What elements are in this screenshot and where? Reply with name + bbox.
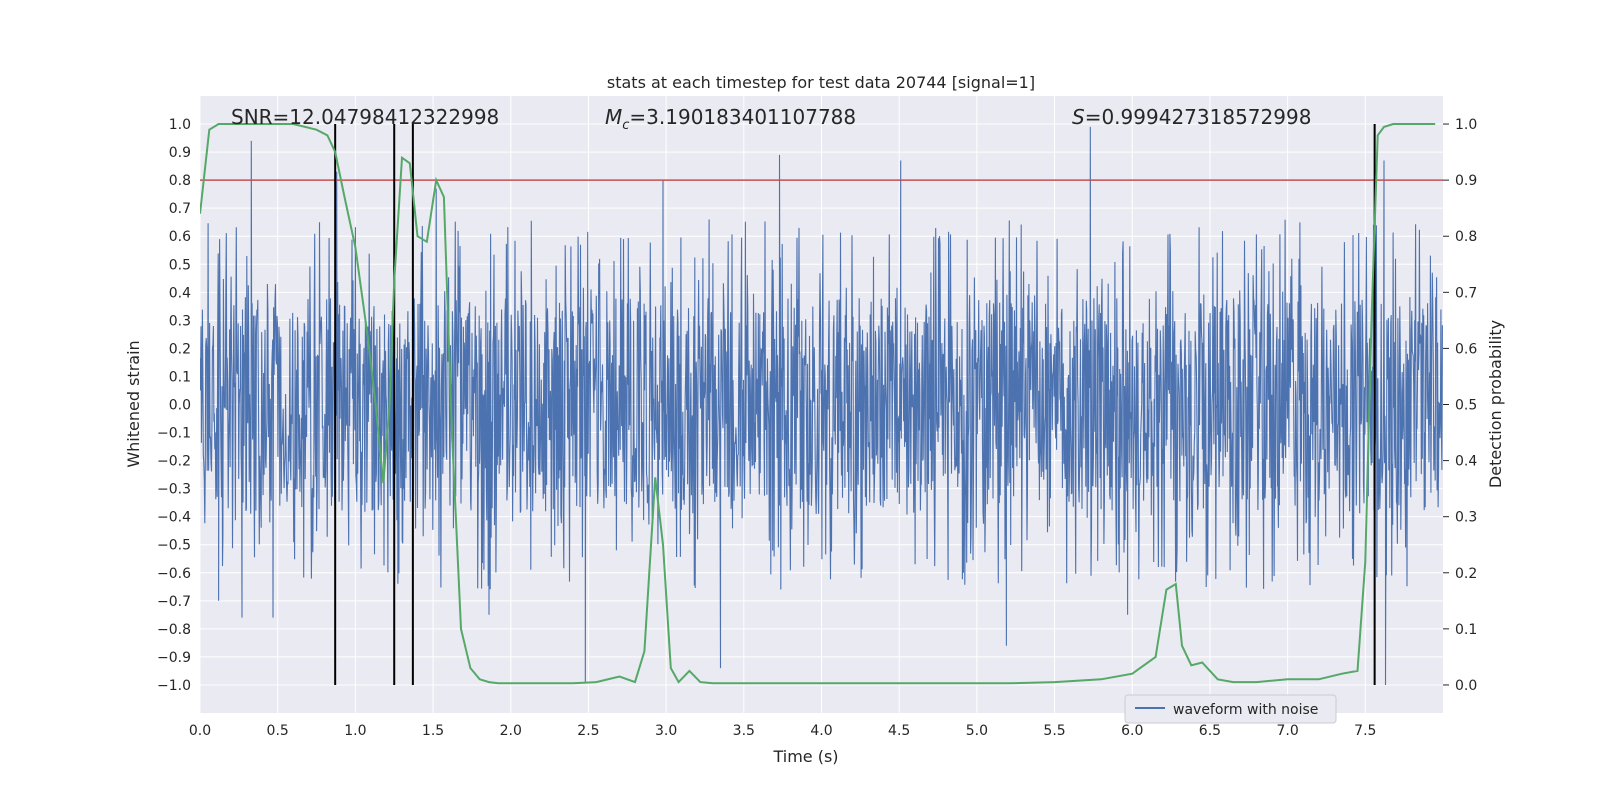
y-axis-label-right: Detection probability (1486, 320, 1505, 488)
y-tick-label-right: 0.2 (1455, 566, 1477, 582)
y-tick-label-left: −0.8 (157, 622, 191, 638)
y-tick-label-right: 0.1 (1455, 622, 1477, 638)
y-tick-label-left: −1.0 (157, 678, 191, 694)
x-tick-label: 7.5 (1354, 723, 1376, 739)
x-tick-label: 0.0 (189, 723, 211, 739)
x-tick-label: 1.5 (422, 723, 444, 739)
x-axis-label: Time (s) (772, 747, 838, 766)
x-tick-label: 4.0 (810, 723, 832, 739)
y-tick-label-right: 0.3 (1455, 510, 1477, 526)
overlay (200, 123, 1443, 685)
probability-line (200, 123, 1436, 685)
y-tick-label-left: −0.4 (157, 510, 191, 526)
x-tick-label: 1.0 (344, 723, 366, 739)
y-tick-label-left: −0.9 (157, 650, 191, 666)
y-tick-label-left: 0.5 (169, 257, 191, 273)
y-tick-label-left: 0.7 (169, 201, 191, 217)
x-tick-label: 6.0 (1121, 723, 1143, 739)
x-tick-label: 5.5 (1043, 723, 1065, 739)
chart-title: stats at each timestep for test data 207… (607, 73, 1035, 92)
y-tick-label-left: 1.0 (169, 117, 191, 133)
legend-box (1124, 694, 1337, 724)
y-tick-label-left: −0.5 (157, 538, 191, 554)
x-tick-label: 4.5 (888, 723, 910, 739)
y-tick-label-left: −0.7 (157, 594, 191, 610)
strain-line (200, 126, 1443, 686)
legend: waveform with noise (1124, 694, 1337, 724)
y-tick-label-left: 0.4 (169, 285, 191, 301)
y-ticks-right: 1.0 0.9 0.8 0.7 0.6 0.5 0.4 0.3 0.2 0.1 0.0 (1443, 117, 1477, 694)
x-tick-label: 3.5 (733, 723, 755, 739)
y-axis-label-left: Whitened strain (124, 340, 143, 467)
x-tick-label: 2.0 (500, 723, 522, 739)
chirp-mass-annotation: Mc=3.190183401107788 (605, 105, 856, 133)
y-tick-label-right: 0.8 (1455, 229, 1477, 245)
snr-annotation: SNR=12.04798412322998 (231, 105, 499, 129)
y-tick-label-right: 0.9 (1455, 173, 1477, 189)
x-tick-label: 6.5 (1199, 723, 1221, 739)
y-tick-label-right: 1.0 (1455, 117, 1477, 133)
y-tick-label-left: −0.2 (157, 454, 191, 470)
y-tick-label-left: −0.6 (157, 566, 191, 582)
x-tick-label: 7.0 (1276, 723, 1298, 739)
y-tick-label-left: 0.9 (169, 145, 191, 161)
y-tick-label-left: 0.3 (169, 313, 191, 329)
x-tick-label: 0.5 (267, 723, 289, 739)
y-ticks-left: 1.0 0.9 0.8 0.7 0.6 0.5 0.4 0.3 0.2 0.1 0.0 −0.1 −0.… (157, 117, 191, 694)
legend-label: waveform with noise (1173, 702, 1318, 718)
y-tick-label-left: 0.6 (169, 229, 191, 245)
x-tick-label: 3.0 (655, 723, 677, 739)
y-tick-label-left: −0.1 (157, 426, 191, 442)
y-tick-label-right: 0.7 (1455, 285, 1477, 301)
y-tick-label-right: 0.4 (1455, 454, 1477, 470)
y-tick-label-left: 0.2 (169, 341, 191, 357)
y-tick-label-right: 0.5 (1455, 398, 1477, 414)
y-tick-label-left: 0.1 (169, 369, 191, 385)
y-tick-label-left: 0.0 (169, 398, 191, 414)
score-annotation: S=0.999427318572998 (1072, 105, 1311, 129)
y-tick-label-right: 0.0 (1455, 678, 1477, 694)
strain-series (200, 126, 1443, 686)
x-tick-label: 2.5 (577, 723, 599, 739)
x-tick-label: 5.0 (966, 723, 988, 739)
y-tick-label-left: 0.8 (169, 173, 191, 189)
y-tick-label-right: 0.6 (1455, 341, 1477, 357)
y-tick-label-left: −0.3 (157, 482, 191, 498)
x-ticks: 0.0 0.5 1.0 1.5 2.0 2.5 3.0 3.5 4.0 4.5 5.0 5.5 6.0 6… (189, 723, 1377, 739)
